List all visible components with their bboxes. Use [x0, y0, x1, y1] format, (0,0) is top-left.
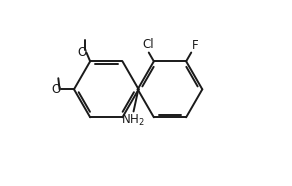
Text: O: O [51, 83, 60, 96]
Text: NH$_2$: NH$_2$ [121, 113, 145, 128]
Text: O: O [77, 46, 86, 59]
Text: F: F [192, 39, 199, 52]
Text: Cl: Cl [142, 38, 154, 51]
